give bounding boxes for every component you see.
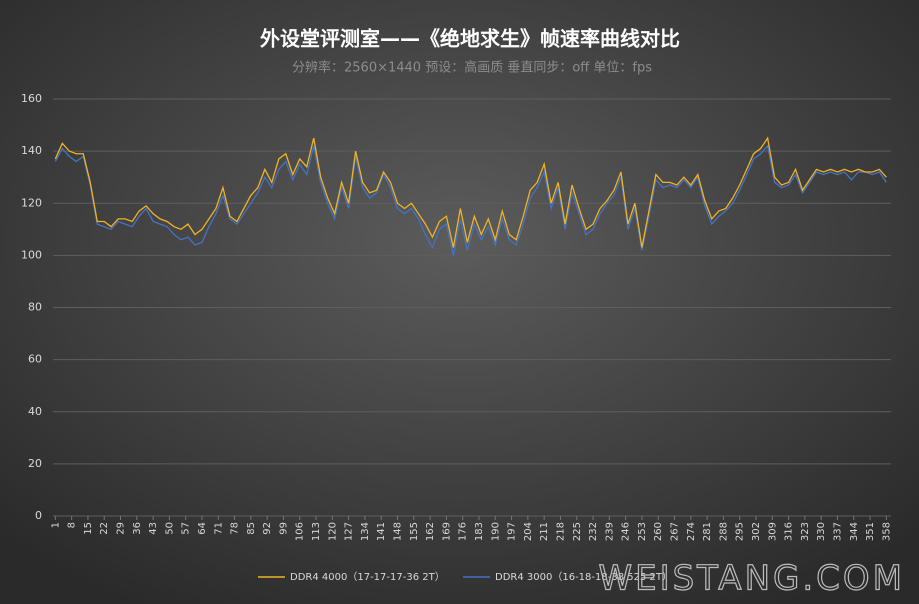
y-tick-label: 160 [21, 92, 42, 105]
x-tick-label: 302 [751, 522, 762, 541]
x-tick-label: 288 [718, 522, 729, 541]
x-tick-label: 148 [393, 522, 404, 541]
x-tick-label: 344 [849, 522, 860, 541]
x-tick-label: 204 [523, 522, 534, 541]
legend-label: DDR4 4000（17-17-17-36 2T） [290, 571, 445, 583]
x-tick-label: 316 [784, 522, 795, 541]
x-tick-label: 197 [507, 522, 518, 541]
x-tick-label: 211 [539, 522, 550, 541]
x-tick-label: 113 [311, 522, 322, 541]
legend-label: DDR4 3000（16-18-18-38 525 2T） [495, 571, 672, 583]
y-tick-label: 20 [28, 457, 42, 470]
x-tick-label: 183 [474, 522, 485, 541]
y-tick-label: 40 [28, 405, 42, 418]
x-tick-label: 281 [702, 522, 713, 541]
x-tick-label: 120 [327, 522, 338, 541]
chart-title: 外设堂评测室——《绝地求生》帧速率曲线对比 [260, 27, 680, 51]
x-tick-label: 99 [278, 522, 289, 535]
x-tick-label: 190 [490, 522, 501, 541]
x-tick-label: 8 [67, 522, 78, 528]
x-tick-label: 162 [425, 522, 436, 541]
x-tick-label: 15 [83, 522, 94, 535]
x-tick-label: 351 [865, 522, 876, 541]
x-tick-label: 274 [686, 522, 697, 541]
x-tick-label: 309 [767, 522, 778, 541]
x-tick-label: 225 [572, 522, 583, 541]
x-tick-label: 141 [376, 522, 387, 541]
x-tick-label: 50 [164, 522, 175, 535]
x-tick-label: 134 [360, 522, 371, 541]
x-tick-label: 218 [555, 522, 566, 541]
x-tick-label: 330 [816, 522, 827, 541]
x-tick-label: 22 [99, 522, 110, 535]
x-tick-label: 29 [116, 522, 127, 535]
x-tick-label: 1 [50, 522, 61, 528]
x-tick-label: 71 [213, 522, 224, 535]
x-tick-label: 176 [458, 522, 469, 541]
x-tick-label: 36 [132, 522, 143, 535]
x-tick-label: 246 [621, 522, 632, 541]
y-tick-label: 60 [28, 353, 42, 366]
x-tick-label: 260 [653, 522, 664, 541]
x-tick-label: 358 [881, 522, 892, 541]
y-tick-label: 120 [21, 196, 42, 209]
x-tick-label: 323 [800, 522, 811, 541]
x-tick-label: 78 [230, 522, 241, 535]
x-tick-label: 57 [181, 522, 192, 535]
y-tick-label: 0 [35, 509, 42, 522]
x-tick-label: 43 [148, 522, 159, 535]
chart-subtitle: 分辨率：2560×1440 预设：高画质 垂直同步：off 单位：fps [292, 60, 652, 76]
y-tick-label: 80 [28, 301, 42, 314]
x-tick-label: 85 [246, 522, 257, 535]
x-tick-label: 295 [735, 522, 746, 541]
series-line [54, 136, 887, 248]
x-tick-label: 155 [409, 522, 420, 541]
x-tick-label: 169 [441, 522, 452, 541]
y-tick-label: 100 [21, 248, 42, 261]
x-tick-label: 337 [832, 522, 843, 541]
x-tick-label: 64 [197, 522, 208, 535]
x-tick-label: 92 [262, 522, 273, 535]
watermark: WEISTANG.COM [598, 559, 905, 599]
series-line [54, 144, 887, 256]
x-tick-label: 232 [588, 522, 599, 541]
x-tick-label: 267 [670, 522, 681, 541]
x-tick-label: 106 [295, 522, 306, 541]
x-tick-label: 239 [604, 522, 615, 541]
x-tick-label: 127 [344, 522, 355, 541]
x-tick-label: 253 [637, 522, 648, 541]
y-tick-label: 140 [21, 144, 42, 157]
